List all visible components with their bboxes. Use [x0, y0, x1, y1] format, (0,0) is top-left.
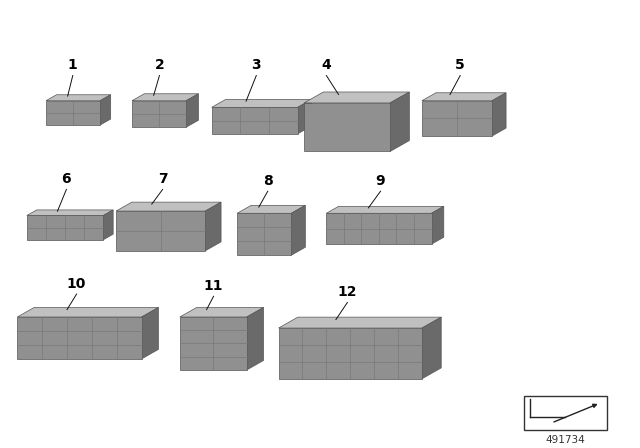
Polygon shape	[27, 215, 103, 240]
Polygon shape	[46, 101, 100, 125]
Text: 5: 5	[455, 58, 465, 72]
Polygon shape	[100, 95, 111, 125]
Polygon shape	[291, 205, 305, 255]
Polygon shape	[492, 93, 506, 136]
Polygon shape	[132, 101, 186, 127]
Polygon shape	[17, 317, 141, 359]
Text: 10: 10	[67, 276, 86, 290]
Text: 4: 4	[321, 58, 332, 72]
Polygon shape	[116, 211, 205, 251]
Text: 11: 11	[204, 279, 223, 293]
Polygon shape	[278, 328, 422, 379]
Polygon shape	[431, 207, 444, 244]
Polygon shape	[17, 307, 159, 317]
Polygon shape	[237, 213, 291, 255]
Polygon shape	[326, 207, 444, 213]
Polygon shape	[298, 99, 312, 134]
Bar	[524, 396, 607, 430]
Text: 491734: 491734	[545, 435, 585, 445]
Polygon shape	[212, 108, 298, 134]
Polygon shape	[180, 317, 246, 370]
Polygon shape	[186, 94, 198, 127]
Polygon shape	[116, 202, 221, 211]
Polygon shape	[205, 202, 221, 251]
Text: 9: 9	[376, 174, 385, 188]
Polygon shape	[212, 99, 312, 108]
Polygon shape	[46, 95, 111, 101]
Polygon shape	[326, 213, 431, 244]
Polygon shape	[304, 103, 390, 151]
Polygon shape	[422, 93, 506, 101]
Polygon shape	[246, 307, 264, 370]
Text: 3: 3	[252, 58, 261, 72]
Polygon shape	[103, 210, 113, 240]
Text: 2: 2	[154, 58, 164, 72]
Text: 6: 6	[61, 172, 71, 186]
Polygon shape	[141, 307, 159, 359]
Polygon shape	[422, 317, 441, 379]
Polygon shape	[390, 92, 410, 151]
Polygon shape	[27, 210, 113, 215]
Text: 1: 1	[68, 58, 77, 72]
Polygon shape	[304, 92, 410, 103]
Polygon shape	[278, 317, 441, 328]
Polygon shape	[422, 101, 492, 136]
Text: 7: 7	[158, 172, 168, 186]
Polygon shape	[180, 307, 264, 317]
Text: 12: 12	[338, 285, 357, 299]
Polygon shape	[132, 94, 198, 101]
Text: 8: 8	[263, 174, 273, 188]
Polygon shape	[237, 205, 305, 213]
